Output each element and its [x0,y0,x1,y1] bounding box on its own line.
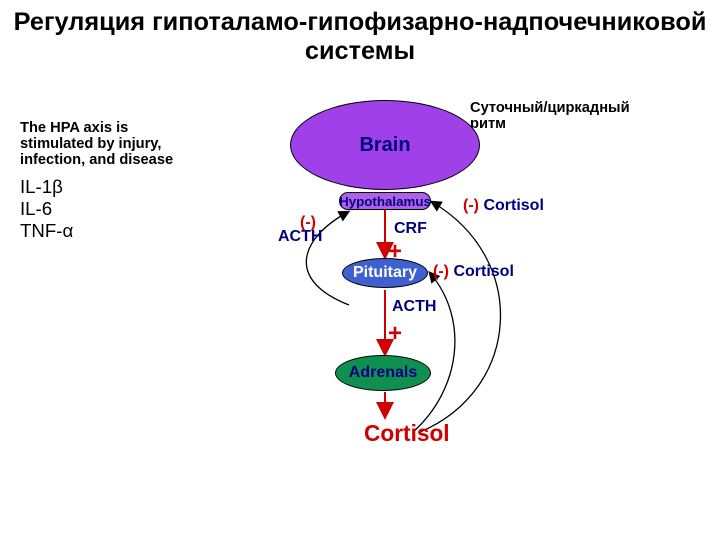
cytokine-line: IL-1β [20,176,173,198]
edge-label-cortisol-out: Cortisol [364,420,450,447]
edge-label-plus-acth: + [388,320,402,348]
title-text: Регуляция гипоталамо-гипофизарно-надпоче… [14,8,707,65]
edge-label-cort-fb-hypo: (-) Cortisol [463,197,544,215]
edge-label-acth-fb-sign: (-) [300,214,316,232]
cytokine-line: IL-6 [20,198,173,220]
node-pituitary: Pituitary [342,258,428,288]
page-title: Регуляция гипоталамо-гипофизарно-надпоче… [0,8,720,66]
arrow-cortisol-fb-pit [413,273,455,432]
node-hypothalamus: Hypothalamus [339,192,431,210]
right-annotation: Суточный/циркадный ритм [470,100,630,132]
node-brain: Brain [290,100,480,190]
diagram-root: { "title": { "text": "Регуляция гипотала… [0,0,720,540]
cytokine-line: TNF-α [20,220,173,242]
edge-label-acth-down: ACTH [392,298,436,316]
right-annotation-text: Суточный/циркадный ритм [470,100,630,132]
left-annotation: The HPA axis is stimulated by injury, in… [20,120,173,242]
edge-label-cort-fb-pit: (-) Cortisol [433,263,514,281]
left-annotation-header: The HPA axis is stimulated by injury, in… [20,120,173,168]
node-hypothalamus-label: Hypothalamus [339,194,431,209]
edge-label-plus-crf: + [388,238,402,266]
edge-label-crf: CRF [394,220,427,238]
arrow-cortisol-fb-hypo [420,202,500,432]
node-adrenals-label: Adrenals [349,364,417,382]
node-adrenals: Adrenals [335,355,431,391]
node-brain-label: Brain [359,134,410,157]
left-annotation-lines: IL-1βIL-6TNF-α [20,176,173,242]
node-pituitary-label: Pituitary [353,264,417,282]
